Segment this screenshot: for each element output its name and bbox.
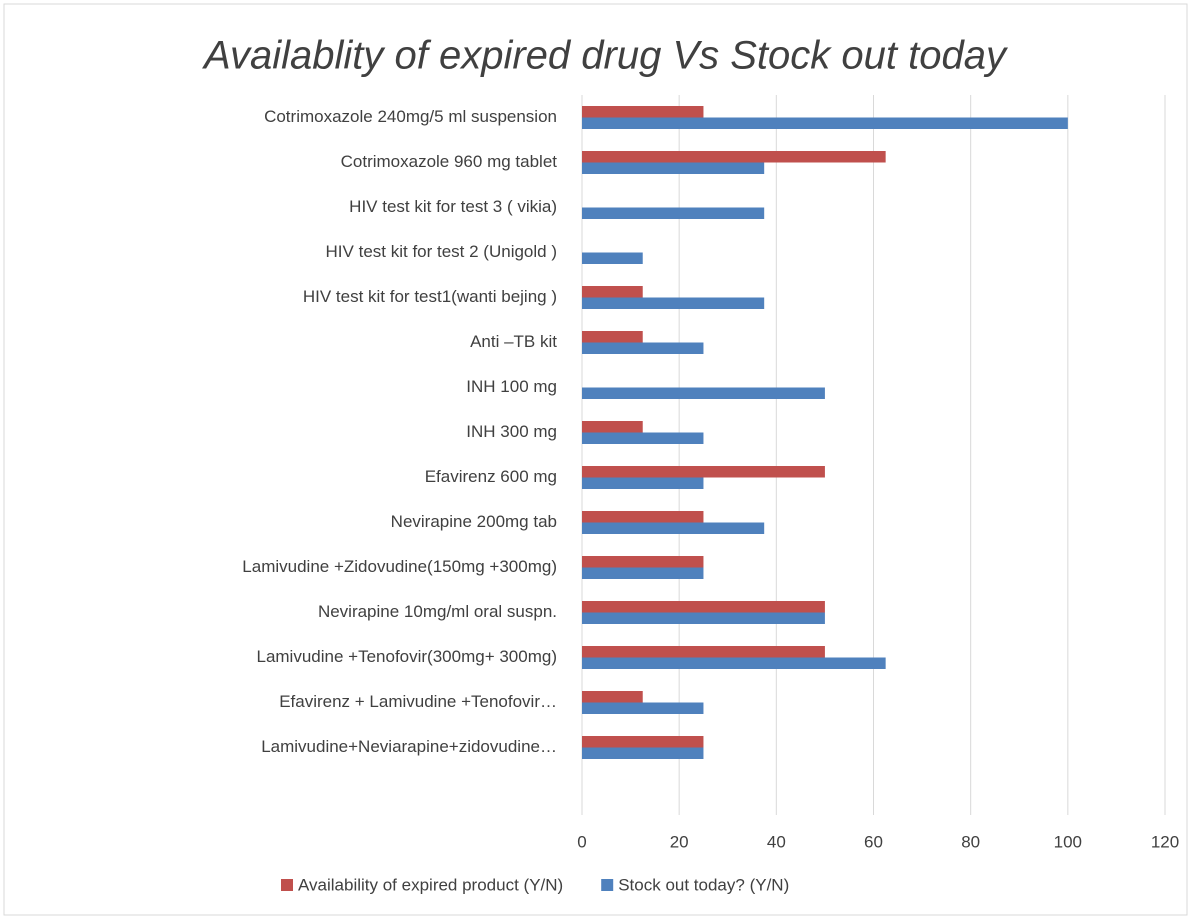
- bar: [582, 691, 643, 703]
- bar: [582, 286, 643, 298]
- bar: [582, 421, 643, 433]
- y-tick-label: Nevirapine 200mg tab: [391, 512, 557, 531]
- y-tick-label: HIV test kit for test1(wanti bejing ): [303, 287, 557, 306]
- bar: [582, 207, 765, 219]
- bar: [582, 601, 825, 613]
- legend-label: Availability of expired product (Y/N): [298, 875, 563, 894]
- y-tick-label: Lamivudine +Tenofovir(300mg+ 300mg): [256, 647, 557, 666]
- bar: [582, 466, 825, 478]
- bar: [582, 297, 765, 309]
- x-tick-label: 60: [864, 832, 883, 851]
- x-tick-label: 40: [767, 832, 786, 851]
- bar: [582, 477, 704, 489]
- y-tick-label: Lamivudine+Neviarapine+zidovudine…: [261, 737, 557, 756]
- bar: [582, 567, 704, 579]
- x-tick-label: 0: [577, 832, 586, 851]
- bar: [582, 747, 704, 759]
- bar: [582, 736, 704, 748]
- bar: [582, 106, 704, 118]
- bar: [582, 252, 643, 264]
- bar: [582, 612, 825, 624]
- x-tick-label: 20: [670, 832, 689, 851]
- bar: [582, 556, 704, 568]
- y-tick-label: HIV test kit for test 2 (Unigold ): [326, 242, 557, 261]
- bar: [582, 151, 886, 163]
- bar: [582, 702, 704, 714]
- y-tick-label: HIV test kit for test 3 ( vikia): [349, 197, 557, 216]
- y-tick-label: Efavirenz + Lamivudine +Tenofovir…: [279, 692, 557, 711]
- bar: [582, 117, 1068, 129]
- legend-swatch: [281, 879, 293, 891]
- bar: [582, 657, 886, 669]
- y-tick-label: Cotrimoxazole 960 mg tablet: [341, 152, 558, 171]
- bar: [582, 162, 765, 174]
- bar: [582, 387, 825, 399]
- bar: [582, 331, 643, 343]
- y-tick-label: Anti –TB kit: [470, 332, 557, 351]
- y-tick-label: INH 300 mg: [466, 422, 557, 441]
- bar: [582, 342, 704, 354]
- y-tick-label: Lamivudine +Zidovudine(150mg +300mg): [242, 557, 557, 576]
- chart-border: [3, 3, 1188, 916]
- y-tick-label: Efavirenz 600 mg: [425, 467, 557, 486]
- bar: [582, 432, 704, 444]
- y-tick-label: Nevirapine 10mg/ml oral suspn.: [318, 602, 557, 621]
- x-tick-label: 80: [961, 832, 980, 851]
- bar: [582, 522, 765, 534]
- y-tick-label: INH 100 mg: [466, 377, 557, 396]
- legend-label: Stock out today? (Y/N): [618, 875, 789, 894]
- chart-title: Availablity of expired drug Vs Stock out…: [202, 34, 1009, 78]
- bar: [582, 646, 825, 658]
- bar: [582, 511, 704, 523]
- x-tick-label: 100: [1054, 832, 1082, 851]
- x-tick-label: 120: [1151, 832, 1179, 851]
- y-tick-label: Cotrimoxazole 240mg/5 ml suspension: [264, 107, 557, 126]
- legend-swatch: [601, 879, 614, 891]
